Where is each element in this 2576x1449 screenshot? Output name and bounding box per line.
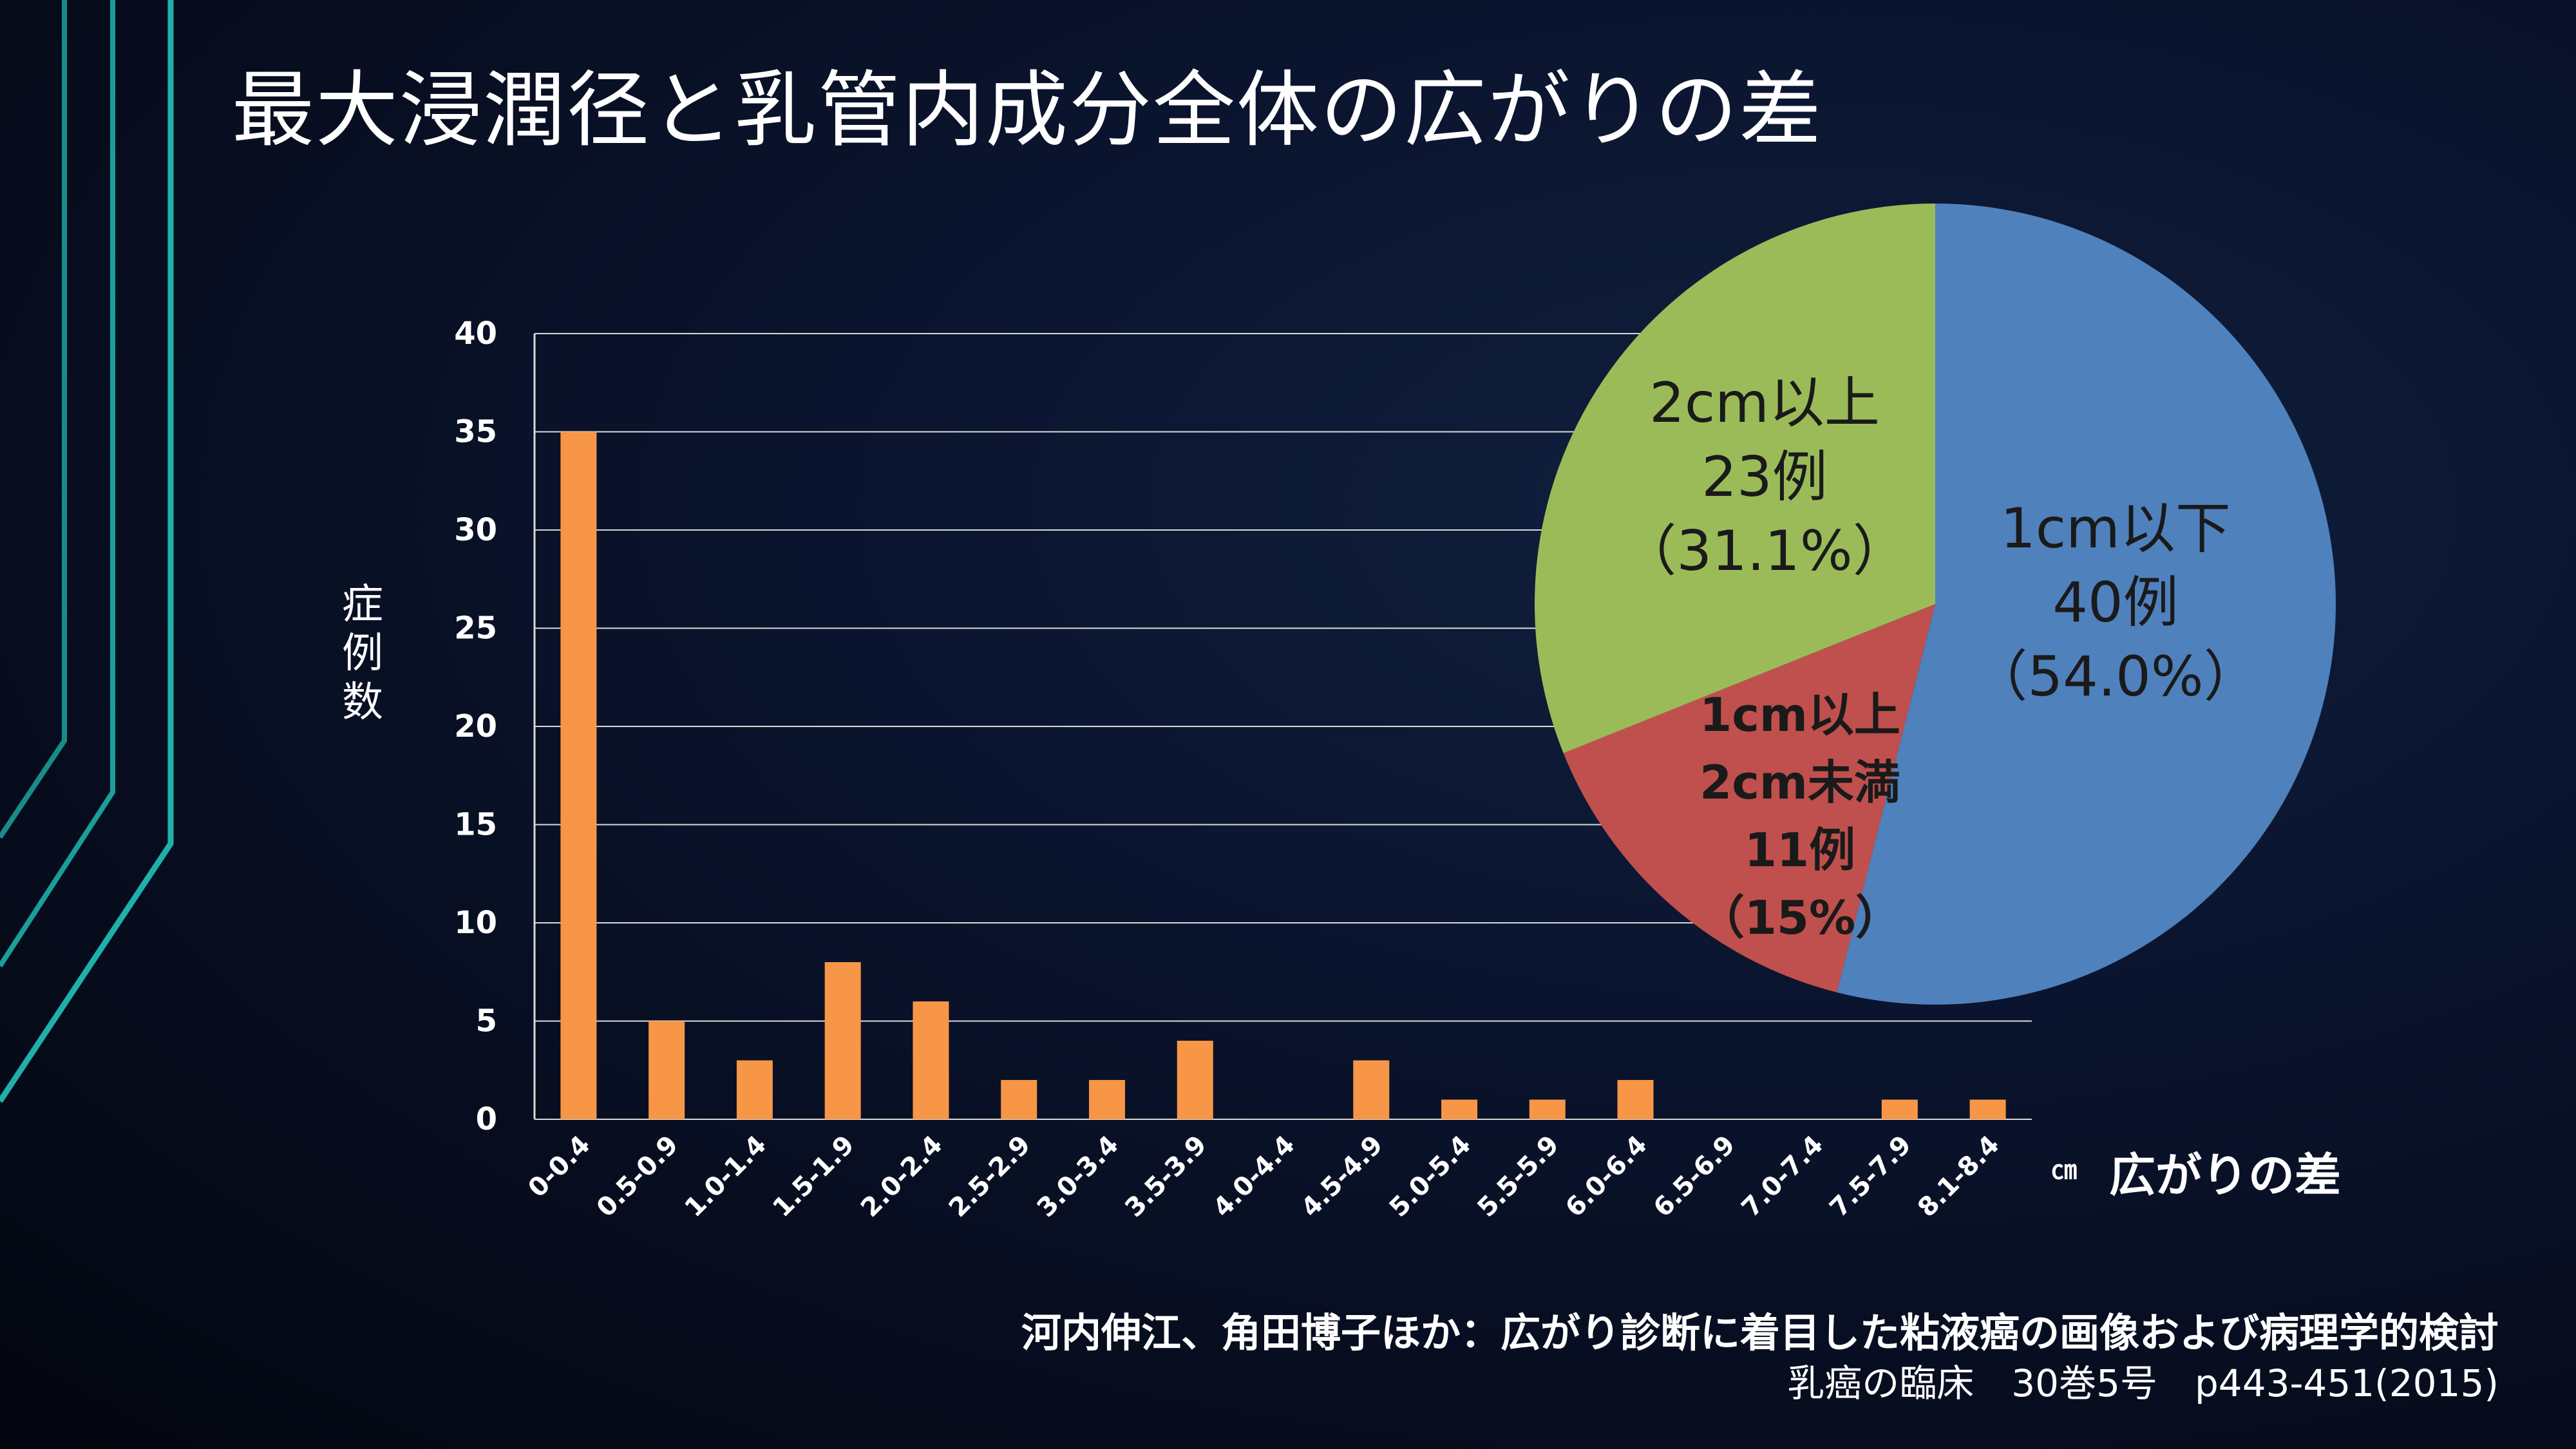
x-axis-title: 広がりの差	[2109, 1148, 2341, 1202]
x-tick-label: 8.1-8.4	[1912, 1130, 2005, 1223]
x-tick-label: 0.5-0.9	[591, 1130, 684, 1223]
y-tick-label: 20	[454, 708, 497, 744]
x-tick-label: 6.0-6.4	[1560, 1130, 1653, 1223]
bar	[560, 431, 597, 1119]
y-tick-label: 30	[454, 512, 497, 548]
bar	[1969, 1099, 2006, 1119]
bar	[824, 962, 861, 1119]
y-tick-label: 5	[476, 1003, 497, 1039]
accent-line	[0, 0, 67, 839]
pie-slice	[1837, 204, 2336, 1005]
pie-slice	[1534, 204, 1935, 753]
y-tick-label: 40	[454, 316, 497, 352]
bar	[1617, 1080, 1654, 1119]
y-tick-label: 35	[454, 414, 497, 450]
bar	[649, 1021, 685, 1119]
x-tick-label: 6.5-6.9	[1648, 1130, 1741, 1223]
citation-journal: 乳癌の臨床 30巻5号 p443-451(2015)	[1787, 1361, 2499, 1405]
bar	[1529, 1099, 1566, 1119]
bar	[1088, 1080, 1125, 1119]
accent-line	[0, 0, 115, 968]
y-tick-label: 25	[454, 611, 497, 647]
pie-slice-label: 23例	[1701, 445, 1827, 509]
y-axis-title: 例	[342, 630, 383, 677]
citation-authors: 河内伸江、角田博子ほか：広がり診断に着目した粘液癌の画像および病理学的検討	[1021, 1309, 2499, 1356]
y-tick-label: 10	[454, 905, 497, 941]
bar	[1881, 1099, 1918, 1119]
pie-slice-label: 1cm以上	[1700, 688, 1900, 742]
x-tick-label: 3.5-3.9	[1119, 1130, 1212, 1223]
pie-slice-label: （31.1%）	[1621, 519, 1908, 583]
y-tick-label: 0	[476, 1101, 497, 1137]
x-tick-label: 5.5-5.9	[1472, 1130, 1564, 1223]
x-tick-label: 2.0-2.4	[855, 1130, 948, 1223]
x-tick-label: 0-0.4	[522, 1130, 596, 1204]
x-tick-label: 4.5-4.9	[1296, 1130, 1388, 1223]
bar	[1001, 1080, 1037, 1119]
x-tick-label: 1.0-1.4	[679, 1130, 772, 1223]
pie-slice-label: 2cm未満	[1700, 755, 1900, 810]
x-tick-label: 1.5-1.9	[767, 1130, 860, 1223]
bar	[736, 1060, 773, 1119]
bar	[1177, 1041, 1213, 1119]
bar	[913, 1001, 949, 1119]
x-tick-label: 3.0-3.4	[1032, 1130, 1124, 1223]
pie-slice-label: 2cm以上	[1649, 371, 1880, 435]
pie-slice-label: 40例	[2052, 571, 2178, 635]
bar	[1353, 1060, 1390, 1119]
x-tick-label: 5.0-5.4	[1384, 1130, 1477, 1223]
y-axis-title: 症	[342, 581, 383, 629]
pie-slice-label: 1cm以下	[2000, 497, 2231, 561]
x-tick-label: 2.5-2.9	[943, 1130, 1036, 1223]
pie-slice	[1563, 604, 1935, 992]
pie-slice-label: 11例	[1745, 823, 1855, 877]
bar	[1441, 1099, 1478, 1119]
x-tick-label: 7.0-7.4	[1736, 1130, 1829, 1223]
y-tick-label: 15	[454, 807, 497, 843]
accent-line	[0, 0, 174, 1103]
x-axis-unit: ㎝	[2051, 1155, 2077, 1185]
pie-slice-label: （54.0%）	[1972, 645, 2259, 709]
x-tick-label: 7.5-7.9	[1824, 1130, 1917, 1223]
pie-slice-label: （15%）	[1698, 891, 1902, 945]
slide-title: 最大浸潤径と乳管内成分全体の広がりの差	[232, 62, 1823, 158]
x-tick-label: 4.0-4.4	[1208, 1130, 1300, 1223]
citation: 河内伸江、角田博子ほか：広がり診断に着目した粘液癌の画像および病理学的検討 乳癌…	[1021, 1307, 2499, 1408]
pie-chart: 1cm以下 40例 （54.0%） 1cm以上 2cm未満 11例 （15%） 2cm以上 23…	[1534, 204, 2336, 1005]
y-axis-title: 数	[342, 679, 383, 726]
